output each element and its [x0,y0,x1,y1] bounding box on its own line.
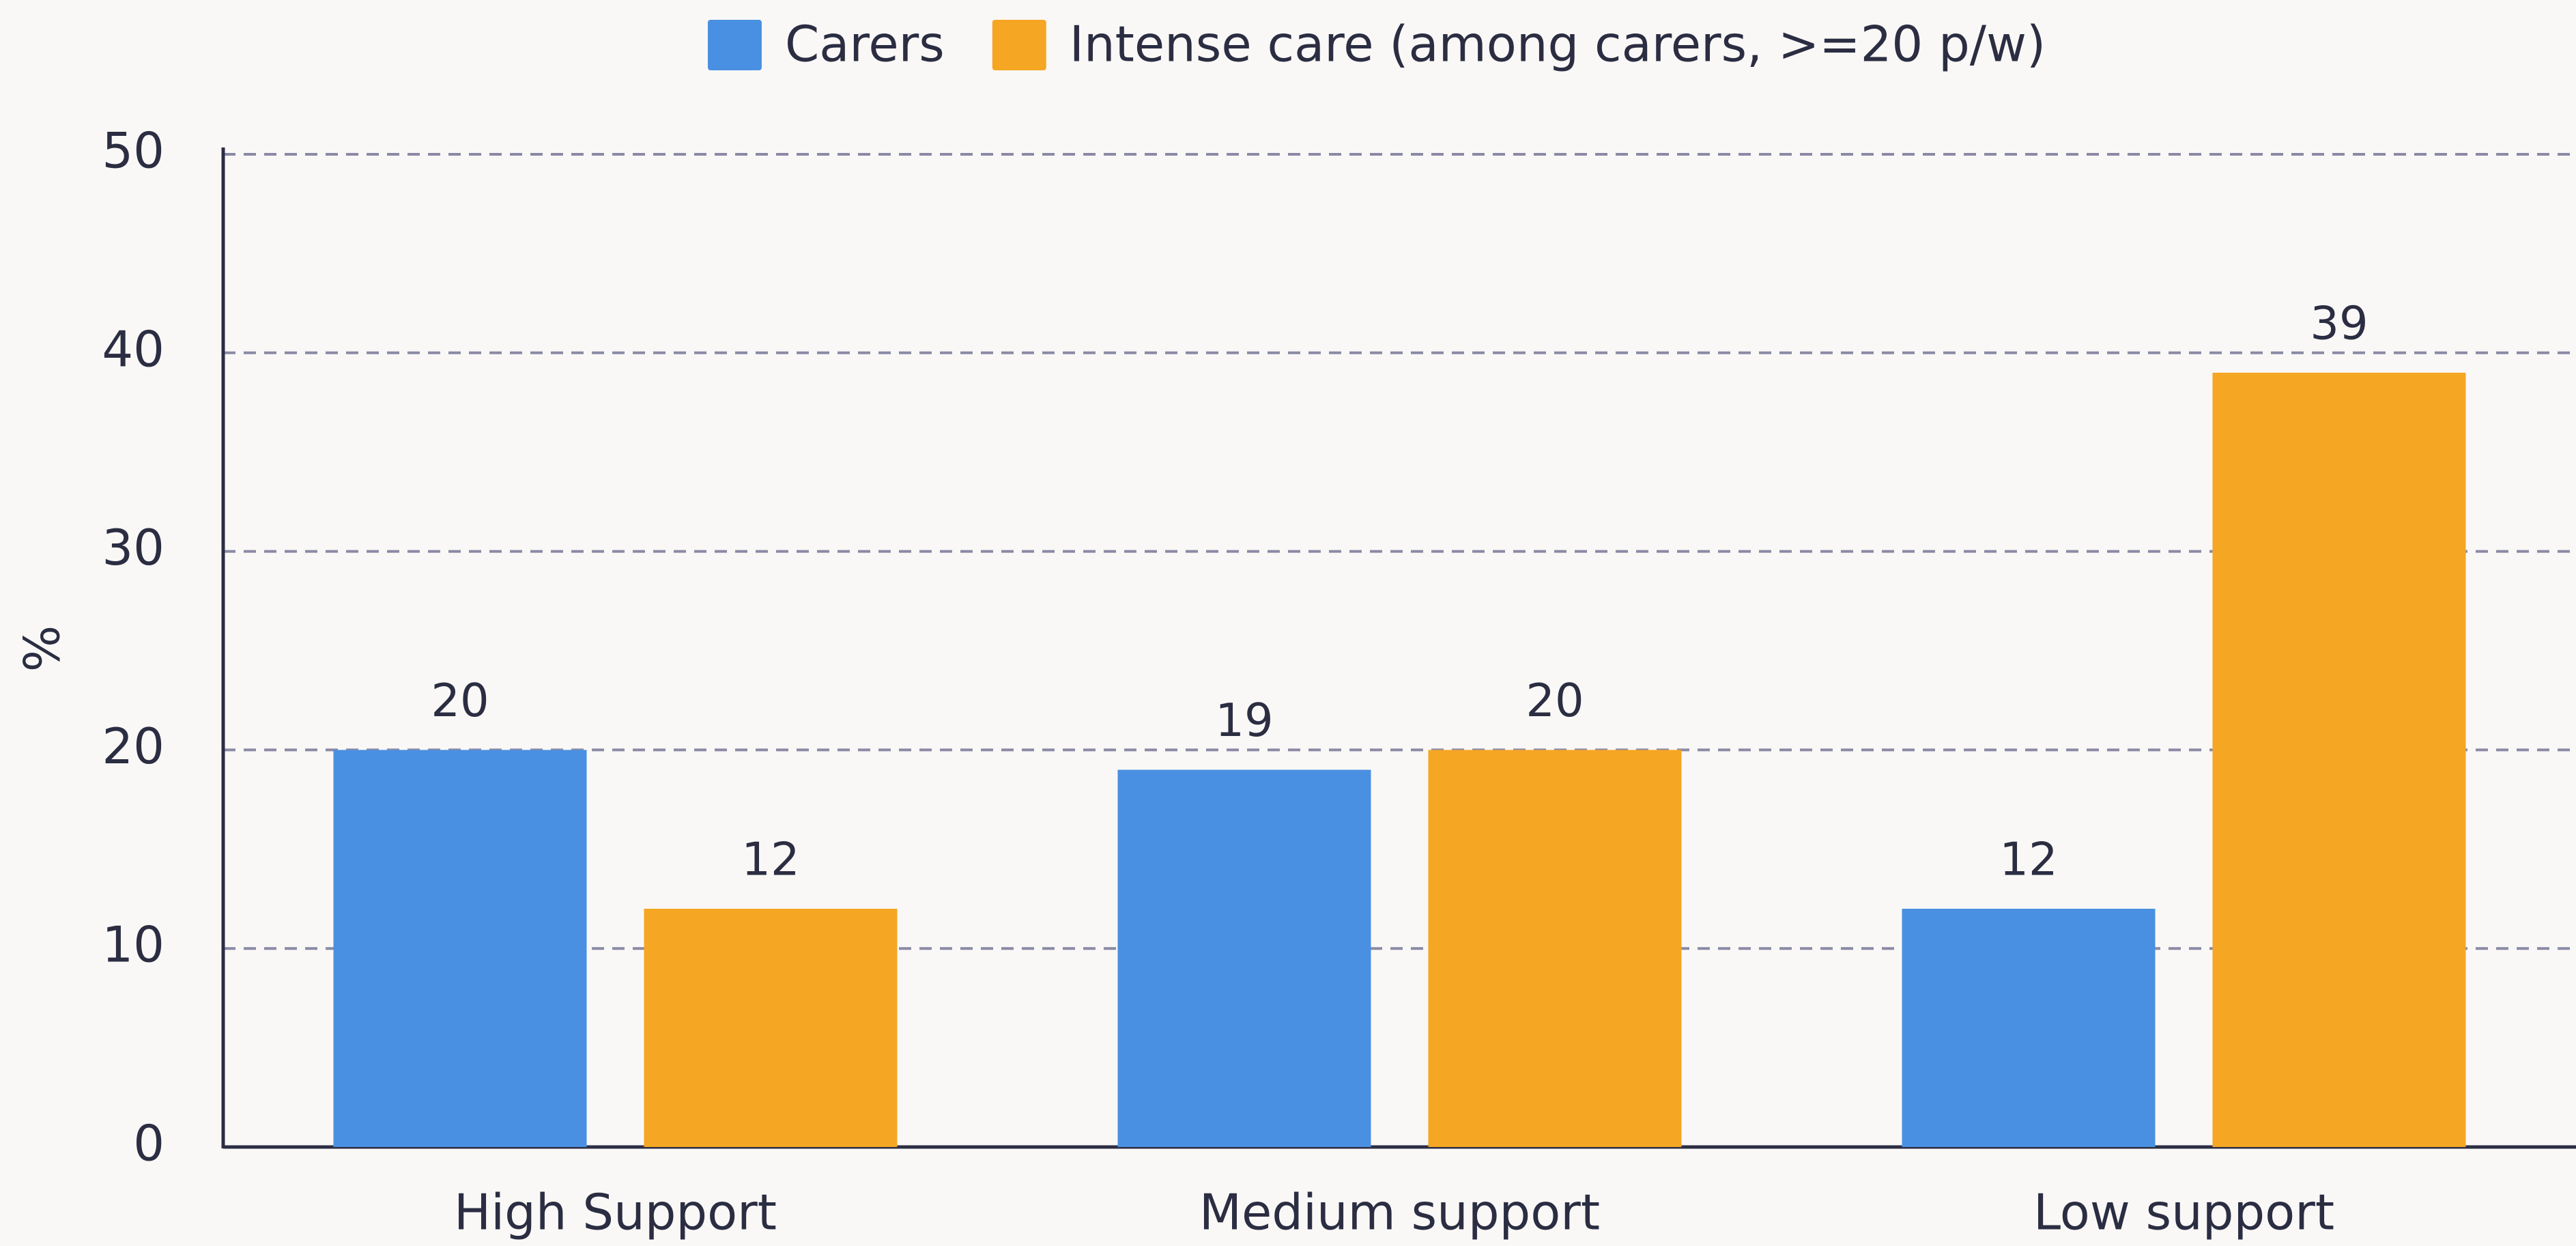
y-tick-label: 40 [102,320,164,378]
y-tick-label: 10 [102,916,164,974]
data-label: 19 [1215,694,1273,747]
legend-label: Carers [785,16,945,73]
y-tick-label: 20 [102,718,164,775]
x-tick-label: Medium support [1199,1184,1600,1241]
data-label: 12 [741,833,799,886]
legend-swatch [707,20,762,70]
bar [644,909,898,1147]
y-tick-label: 30 [102,519,164,576]
y-axis-label: % [14,625,71,672]
legend-swatch [992,20,1046,70]
x-tick-label: High Support [454,1184,777,1241]
bar [1428,750,1682,1147]
x-tick-label: Low support [2033,1184,2334,1241]
y-tick-label: 0 [133,1115,164,1172]
data-label: 20 [1526,674,1584,727]
y-tick-label: 50 [102,122,164,180]
legend-label: Intense care (among carers, >=20 p/w) [1070,16,2046,73]
data-label: 20 [431,674,489,727]
bar [333,750,587,1147]
bar [1902,909,2156,1147]
data-label: 39 [2310,296,2368,350]
data-label: 12 [1999,833,2057,886]
bar [2212,372,2466,1147]
bar [1117,769,1371,1147]
